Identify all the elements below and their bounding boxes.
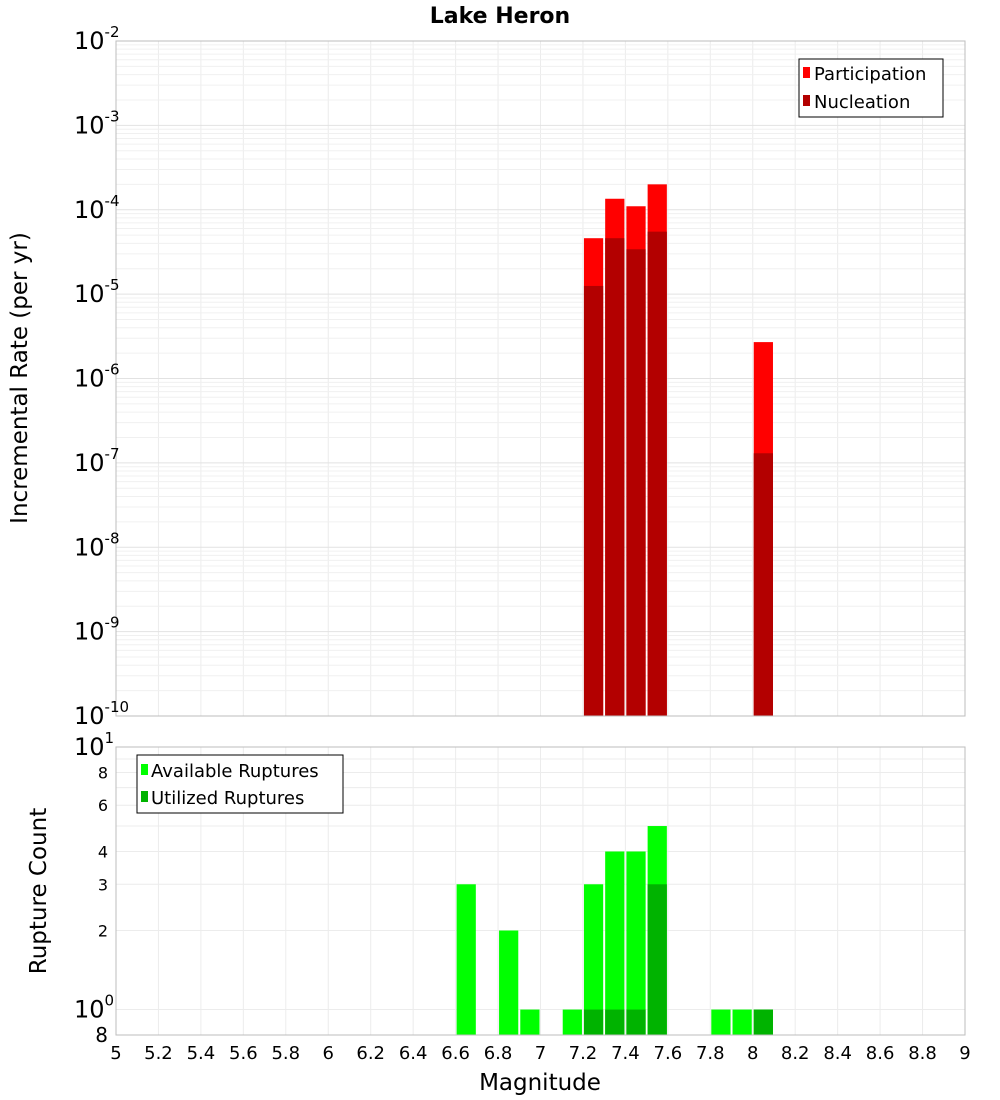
y-tick-label: 101 [74,729,114,761]
x-tick-label: 8.8 [908,1043,937,1064]
x-tick-label: 6.8 [484,1043,513,1064]
nucleation-bar [583,285,604,716]
y-tick-label: 100 [74,992,114,1024]
available-ruptures-bar [520,1009,540,1035]
x-tick-label: 8.4 [823,1043,852,1064]
x-tick-label: 6.6 [441,1043,470,1064]
x-tick-label: 9 [959,1043,970,1064]
bottom-plot: 100 101 8 2 3 4 6 8 5 5.2 5.4 5.6 5.8 6 6.2 6.4 6.6 6.8 7… [26,729,971,1096]
bottom-y-axis-label: Rupture Count [26,808,52,974]
x-tick-label: 7 [535,1043,546,1064]
top-plot: 10-10 10-9 10-8 10-7 10-6 10-5 10-4 10-3 10-2 In… [7,23,966,730]
y-tick-label: 10-9 [74,614,120,646]
top-plot-frame [115,40,966,717]
x-axis-label: Magnitude [479,1070,601,1096]
x-tick-label: 7.8 [696,1043,725,1064]
y-minor-tick-label: 8 [95,1023,108,1047]
utilized-ruptures-bar [647,884,667,1035]
legend-label-available: Available Ruptures [151,761,319,782]
utilized-ruptures-bar [753,1009,773,1035]
x-tick-label: 6.2 [356,1043,385,1064]
top-bars [583,184,773,717]
utilized-ruptures-bar [583,1009,604,1035]
x-tick-label: 5.2 [144,1043,173,1064]
x-tick-label: 7.6 [654,1043,683,1064]
available-ruptures-bar [456,884,476,1035]
bottom-legend-box [136,754,344,814]
y-tick-label: 10-7 [74,445,120,477]
legend-label-nucleation: Nucleation [814,92,910,113]
chart-title: Lake Heron [430,4,570,29]
available-ruptures-bar [562,1009,582,1035]
bottom-plot-frame [115,746,966,1036]
legend-swatch-available [141,764,148,775]
available-ruptures-bar [711,1009,731,1035]
x-tick-labels: 5 5.2 5.4 5.6 5.8 6 6.2 6.4 6.6 6.8 7 7.2 7.4 7.6 7.8 8… [110,1043,970,1064]
x-tick-label: 7.2 [569,1043,598,1064]
bottom-y-tick-labels: 100 101 8 2 3 4 6 8 [74,729,114,1047]
legend-swatch-participation [803,67,810,78]
y-tick-label: 10-6 [74,361,120,393]
x-tick-label: 7.4 [611,1043,640,1064]
top-y-tick-labels: 10-10 10-9 10-8 10-7 10-6 10-5 10-4 10-3 10-2 [74,23,129,730]
legend-swatch-nucleation [803,95,810,106]
top-y-axis-label: Incremental Rate (per yr) [7,232,33,524]
y-tick-label: 10-2 [74,23,120,55]
available-ruptures-bar [499,930,519,1035]
x-tick-label: 6 [323,1043,334,1064]
utilized-ruptures-bar [605,1009,625,1035]
available-ruptures-bar [626,851,646,1035]
y-tick-label: 10-10 [74,698,129,730]
y-minor-tick-label: 3 [98,875,108,894]
y-minor-tick-label: 2 [98,922,108,941]
nucleation-bar [753,453,773,716]
utilized-ruptures-bar [626,1009,646,1035]
nucleation-bar [605,238,625,716]
top-gridlines [115,41,966,717]
available-ruptures-bar [732,1009,752,1035]
x-tick-label: 8.6 [866,1043,895,1064]
y-tick-label: 10-3 [74,107,120,139]
nucleation-bar [647,231,667,716]
x-tick-label: 5 [110,1043,121,1064]
y-minor-tick-label: 8 [98,763,108,782]
bottom-bars [456,826,773,1035]
bottom-legend: Available Ruptures Utilized Ruptures [136,754,344,814]
x-tick-label: 8.2 [781,1043,810,1064]
x-tick-label: 8 [747,1043,758,1064]
y-tick-label: 10-4 [74,192,120,224]
available-ruptures-bar [583,884,604,1035]
top-legend-box [798,58,944,118]
available-ruptures-bar [605,851,625,1035]
legend-label-participation: Participation [814,64,926,85]
x-tick-label: 5.8 [271,1043,300,1064]
top-legend: Participation Nucleation [798,58,944,118]
y-minor-tick-label: 4 [98,842,108,861]
x-tick-label: 6.4 [399,1043,428,1064]
x-tick-label: 5.4 [187,1043,216,1064]
nucleation-bar [626,249,646,716]
y-tick-label: 10-8 [74,529,120,561]
y-minor-tick-label: 6 [98,796,108,815]
legend-label-utilized: Utilized Ruptures [151,788,304,809]
x-tick-label: 5.6 [229,1043,258,1064]
legend-swatch-utilized [141,791,148,802]
y-tick-label: 10-5 [74,276,120,308]
